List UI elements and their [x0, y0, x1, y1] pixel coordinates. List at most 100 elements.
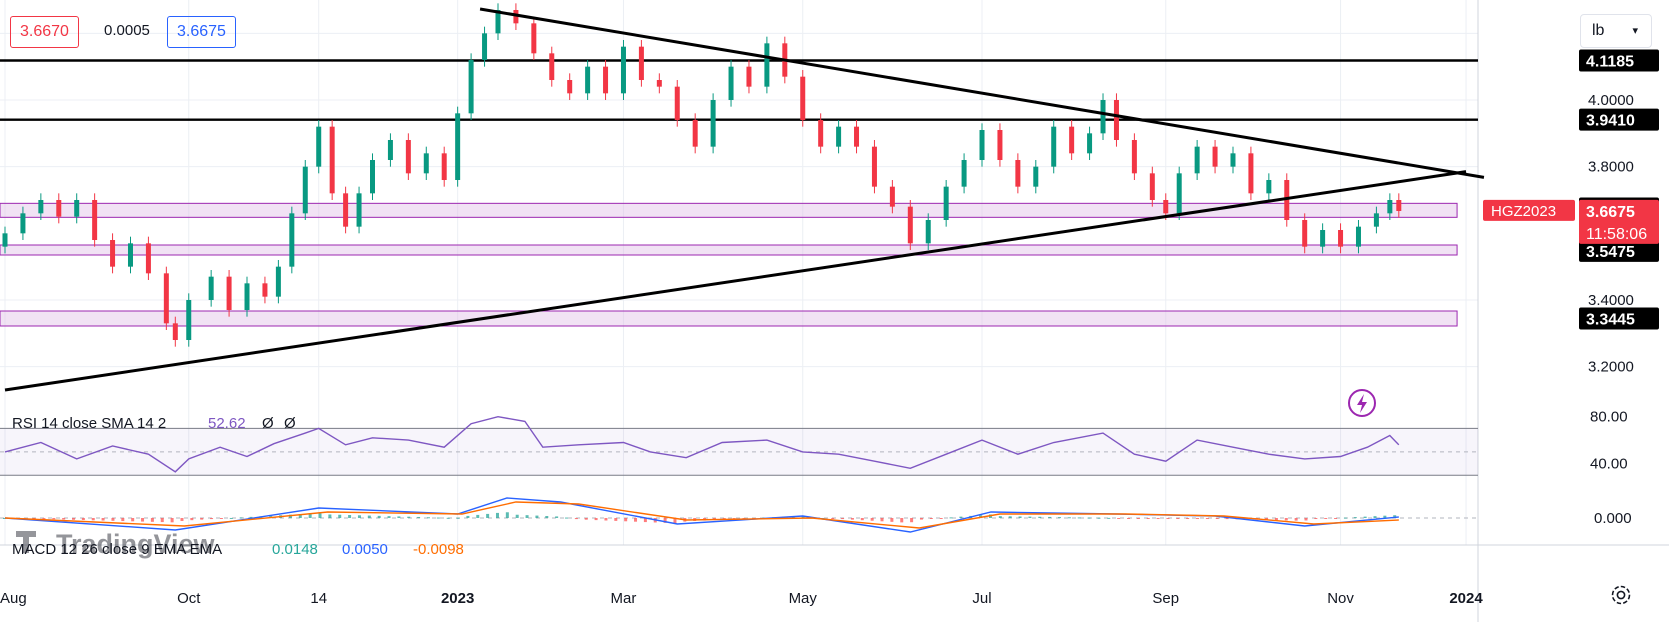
macd-histogram-bar: [1176, 518, 1180, 519]
candle-body: [441, 153, 447, 180]
tradingview-watermark: TradingView: [16, 529, 216, 559]
candle-body: [1302, 220, 1308, 247]
lightning-icon: [1357, 394, 1367, 413]
support-zone: [0, 244, 1458, 256]
candle-body: [1284, 180, 1290, 220]
alert-icon[interactable]: [1348, 389, 1376, 417]
macd-histogram-bar: [643, 518, 647, 523]
macd-histogram-bar: [1146, 518, 1150, 519]
macd-histogram-bar: [1215, 518, 1219, 519]
rsi-title: RSI 14 close SMA 14 2: [12, 415, 166, 432]
candle-body: [356, 193, 362, 227]
time-tick: 14: [310, 590, 327, 607]
macd-histogram-bar: [1343, 517, 1347, 519]
macd-histogram-bar: [426, 517, 430, 519]
macd-histogram-bar: [841, 518, 845, 520]
level-label-box: [1579, 108, 1659, 131]
macd-histogram-bar: [357, 515, 361, 518]
macd-histogram-bar: [1274, 518, 1278, 521]
macd-histogram-bar: [1156, 518, 1160, 519]
macd-histogram-bar: [1383, 515, 1387, 518]
macd-histogram-bar: [1097, 517, 1101, 519]
macd-histogram-bar: [515, 514, 519, 518]
candle-body: [56, 200, 62, 217]
macd-histogram-bar: [456, 517, 460, 519]
macd-histogram-bar: [831, 518, 835, 519]
candle-body: [979, 130, 985, 160]
time-tick: Nov: [1327, 590, 1354, 607]
rsi-extra: Ø: [262, 415, 274, 432]
macd-histogram-value: 0.0148: [272, 541, 318, 558]
macd-histogram-bar: [200, 518, 204, 520]
macd-histogram-bar: [1087, 517, 1091, 519]
level-label-box: [1579, 307, 1659, 330]
macd-histogram-bar: [1067, 517, 1071, 519]
macd-histogram-bar: [1334, 518, 1338, 519]
candle-body: [710, 100, 716, 147]
macd-histogram-bar: [535, 515, 539, 518]
level-label: 3.3445: [1586, 312, 1635, 329]
gear-icon[interactable]: [1608, 582, 1634, 608]
candle-body: [549, 53, 555, 80]
macd-histogram-bar: [998, 516, 1002, 518]
macd-histogram-bar: [170, 518, 174, 523]
candle-body: [74, 200, 80, 217]
unit-select[interactable]: lb ▾: [1580, 14, 1652, 48]
level-label-box: [1579, 49, 1659, 72]
rsi-tick: 80.00: [1590, 409, 1628, 426]
macd-histogram-bar: [614, 518, 618, 521]
candle-body: [275, 266, 281, 297]
candle-body: [343, 193, 349, 227]
candle-body: [638, 46, 644, 80]
macd-title: MACD 12 26 close 9 EMA EMA: [12, 541, 222, 558]
time-axis[interactable]: Aug Oct 14 2023 Mar May Jul Sep Nov 2024: [0, 590, 1483, 607]
candle-body: [692, 120, 698, 147]
macd-histogram-bar: [417, 516, 421, 518]
macd-histogram-bar: [1294, 518, 1298, 521]
ask-price[interactable]: 3.6675: [167, 16, 236, 48]
candle-body: [370, 160, 375, 194]
macd-histogram-bar: [1107, 517, 1111, 519]
candle-body: [172, 323, 178, 340]
macd-histogram-bar: [52, 518, 56, 520]
price-axis[interactable]: 4.20004.00003.80003.40003.20004.11853.94…: [1483, 25, 1659, 527]
macd-histogram-bar: [801, 516, 805, 518]
macd-histogram-bar: [1314, 518, 1318, 520]
candle-body: [226, 276, 232, 310]
macd-histogram-bar: [1057, 517, 1061, 519]
macd-pane: MACD 12 26 close 9 EMA EMA 0.0148 0.0050 -0…: [0, 497, 1478, 558]
macd-histogram-bar: [1205, 518, 1209, 519]
macd-histogram-bar: [594, 518, 598, 521]
spread-value: 0.0005: [104, 22, 150, 39]
candle-body: [531, 23, 537, 54]
bid-price[interactable]: 3.6670: [10, 16, 79, 48]
macd-histogram-bar: [397, 516, 401, 518]
candle-body: [746, 66, 752, 87]
macd-histogram-bar: [860, 518, 864, 521]
candle-body: [495, 10, 501, 34]
macd-histogram-bar: [32, 518, 36, 519]
macd-tick: 0.000: [1594, 510, 1632, 527]
macd-histogram-bar: [890, 518, 894, 522]
support-zone: [0, 310, 1458, 327]
time-tick: May: [789, 590, 818, 607]
macd-histogram-bar: [1077, 517, 1081, 519]
macd-histogram-bar: [476, 514, 480, 518]
candle-body: [1176, 173, 1182, 214]
macd-histogram-bar: [663, 518, 667, 523]
macd-histogram-bar: [42, 518, 46, 520]
candle-body: [764, 43, 770, 87]
macd-histogram-bar: [1353, 517, 1357, 519]
macd-histogram-bar: [387, 516, 391, 518]
rsi-line: [4, 415, 1400, 473]
macd-histogram-bar: [1008, 516, 1012, 518]
candle-body: [1230, 153, 1236, 167]
candle-body: [163, 273, 169, 324]
macd-histogram-bar: [62, 518, 66, 520]
macd-histogram-bar: [436, 517, 440, 519]
candle-body: [1212, 146, 1218, 167]
macd-histogram-bar: [929, 518, 933, 519]
candle-body: [889, 186, 895, 207]
candle-body: [92, 200, 98, 240]
